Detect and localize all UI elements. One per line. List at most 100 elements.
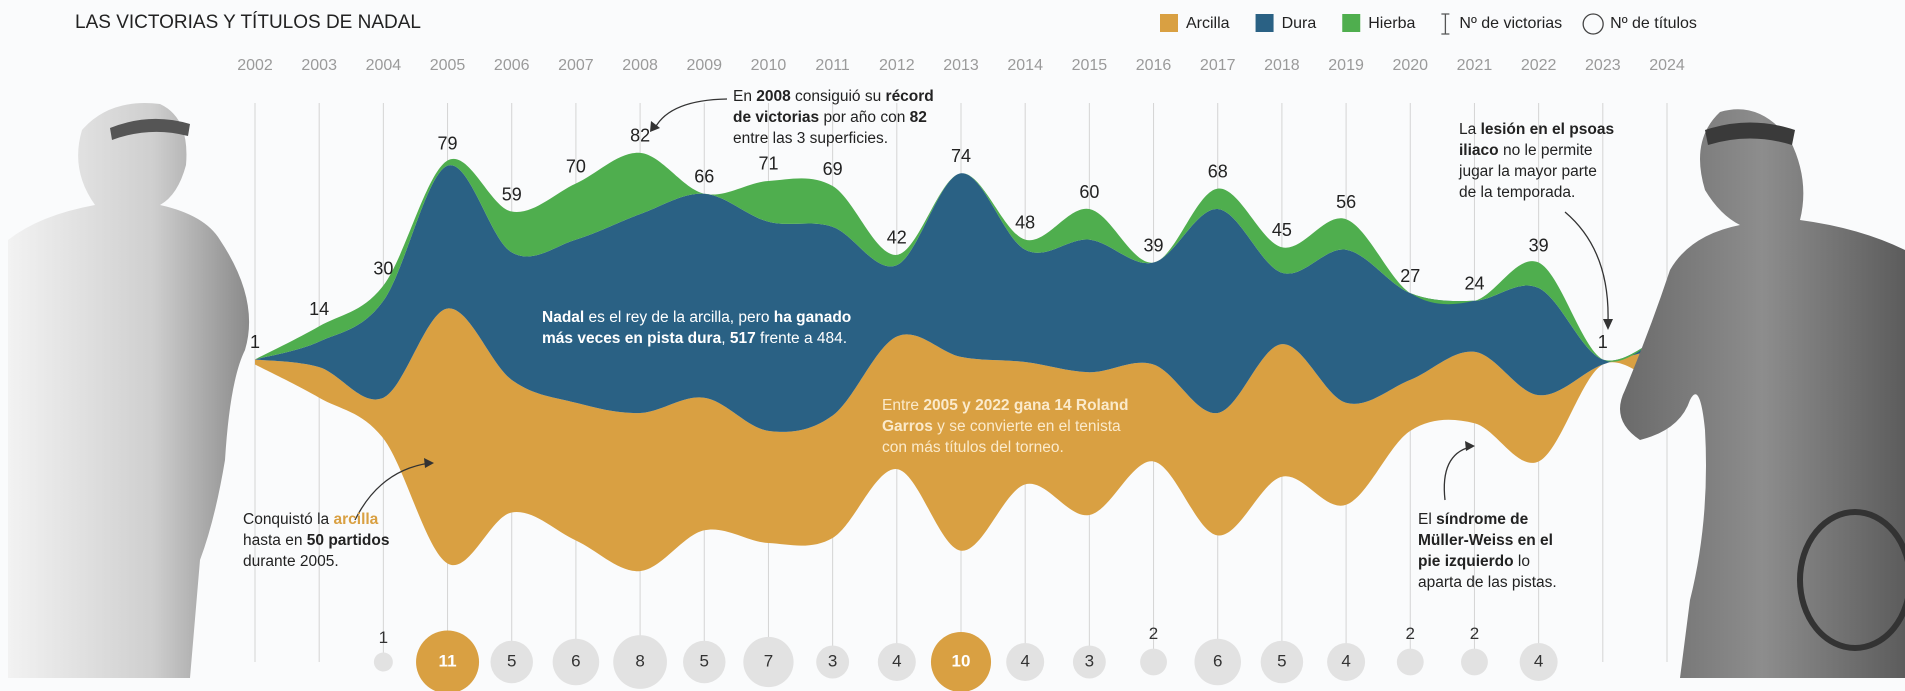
annotation-text: , (721, 330, 730, 347)
x-tick-label: 2015 (1072, 57, 1108, 74)
legend-swatch (1256, 14, 1274, 32)
total-wins-label: 59 (502, 184, 522, 204)
annotation-text: lo (1514, 553, 1530, 570)
annotation-line: durante 2005. (243, 553, 339, 570)
x-tick-label: 2013 (943, 57, 979, 74)
titles-circle (374, 653, 393, 672)
titles-label: 4 (1020, 651, 1029, 670)
annotation-text: En (733, 88, 756, 105)
arrow-head (1603, 319, 1613, 330)
annotation-text: Nadal (542, 309, 584, 326)
titles-label: 4 (892, 651, 901, 670)
annotation-line: jugar la mayor parte (1458, 163, 1597, 180)
total-wins-label: 42 (887, 228, 907, 248)
annotation-text: y se convierte en el tenista (933, 418, 1121, 435)
annotation-line: Nadal es el rey de la arcilla, pero ha g… (542, 309, 851, 326)
x-tick-label: 2016 (1136, 57, 1172, 74)
total-wins-label: 74 (951, 146, 971, 166)
annotation-text: ha ganado (774, 309, 852, 326)
x-tick-label: 2010 (751, 57, 787, 74)
annotation-line: Conquistó la arcilla (243, 511, 379, 528)
annotation-line: con más títulos del torneo. (882, 439, 1064, 456)
x-tick-label: 2017 (1200, 57, 1236, 74)
annotation-text: frente a 484. (756, 330, 847, 347)
legend-label: Arcilla (1186, 15, 1230, 32)
x-tick-label: 2021 (1457, 57, 1493, 74)
x-tick-label: 2012 (879, 57, 915, 74)
titles-label: 7 (764, 651, 773, 670)
annotation-line: entre las 3 superficies. (733, 130, 888, 147)
annotation-text: consiguió su (791, 88, 886, 105)
titles-label: 2 (1406, 624, 1415, 643)
x-tick-label: 2011 (815, 57, 850, 74)
photo-young-nadal (8, 103, 249, 678)
annotation-text: jugar la mayor parte (1458, 163, 1597, 180)
x-tick-label: 2018 (1264, 57, 1300, 74)
annotation-text: es el rey de la arcilla, pero (584, 309, 774, 326)
arrow (1444, 447, 1470, 500)
annotation-line: En 2008 consiguió su récord (733, 88, 934, 105)
legend-label: Nº de títulos (1610, 15, 1697, 32)
total-wins-label: 24 (1464, 274, 1484, 294)
total-wins-label: 68 (1208, 161, 1228, 181)
annotation-text: de victorias (733, 109, 819, 126)
annotation-line: El síndrome de (1418, 511, 1529, 528)
titles-label: 6 (1213, 651, 1222, 670)
arrow-head (1465, 441, 1475, 451)
annotation-line: iliaco no le permite (1459, 142, 1593, 159)
total-wins-label: 56 (1336, 192, 1356, 212)
annotation-text: entre las 3 superficies. (733, 130, 888, 147)
annotation-line: más veces en pista dura, 517 frente a 48… (542, 330, 847, 347)
annotation-text: 50 partidos (307, 532, 390, 549)
total-wins-label: 1 (250, 332, 260, 352)
arrow (655, 99, 727, 128)
annotation-text: arcilla (333, 511, 378, 528)
x-tick-label: 2005 (430, 57, 466, 74)
titles-label: 1 (379, 628, 388, 647)
total-wins-label: 82 (630, 126, 650, 146)
annotation-text: 2005 y 2022 gana 14 Roland (923, 397, 1128, 414)
annotation-line: Garros y se convierte en el tenista (882, 418, 1121, 435)
titles-circle (1397, 649, 1424, 676)
annotation-text: 82 (910, 109, 927, 126)
annotation-text: Garros (882, 418, 933, 435)
arrow (1565, 212, 1608, 322)
annotation-text: síndrome de (1436, 511, 1529, 528)
legend-label: Hierba (1368, 15, 1415, 32)
annotation-text: durante 2005. (243, 553, 339, 570)
titles-label: 5 (1277, 651, 1286, 670)
page: LAS VICTORIAS Y TÍTULOS DE NADAL 2002200… (0, 0, 1905, 691)
legend-icon-wins (1441, 14, 1449, 34)
annotation-text: no le permite (1499, 142, 1593, 159)
annotation-line: de victorias por año con 82 (733, 109, 927, 126)
total-wins-label: 27 (1400, 266, 1420, 286)
annotation-line: pie izquierdo lo (1418, 553, 1530, 570)
x-tick-label: 2009 (686, 57, 722, 74)
annotation-text: El (1418, 511, 1436, 528)
total-wins-label: 14 (309, 299, 329, 319)
annotation-text: 2008 (756, 88, 791, 105)
annotation-text: récord (886, 88, 934, 105)
x-tick-label: 2020 (1392, 57, 1428, 74)
annotation-line: hasta en 50 partidos (243, 532, 389, 549)
titles-label: 2 (1149, 624, 1158, 643)
titles-circle (1140, 649, 1167, 676)
titles-label: 6 (571, 651, 580, 670)
annotation-line: Müller-Weiss en el (1418, 532, 1553, 549)
x-tick-label: 2014 (1007, 57, 1043, 74)
total-wins-label: 30 (373, 258, 393, 278)
x-tick-label: 2019 (1328, 57, 1364, 74)
legend-label: Nº de victorias (1459, 15, 1562, 32)
total-wins-label: 45 (1272, 220, 1292, 240)
annotation-text: más veces en pista dura (542, 330, 722, 347)
annotation-line: aparta de las pistas. (1418, 574, 1557, 591)
total-wins-label: 79 (438, 133, 458, 153)
x-tick-label: 2004 (366, 57, 402, 74)
total-wins-label: 66 (694, 166, 714, 186)
x-tick-label: 2023 (1585, 57, 1621, 74)
annotation-text: de la temporada. (1459, 184, 1575, 201)
x-tick-label: 2022 (1521, 57, 1557, 74)
annotation-line: de la temporada. (1459, 184, 1575, 201)
x-tick-label: 2008 (622, 57, 658, 74)
chart: LAS VICTORIAS Y TÍTULOS DE NADAL 2002200… (0, 0, 1905, 691)
